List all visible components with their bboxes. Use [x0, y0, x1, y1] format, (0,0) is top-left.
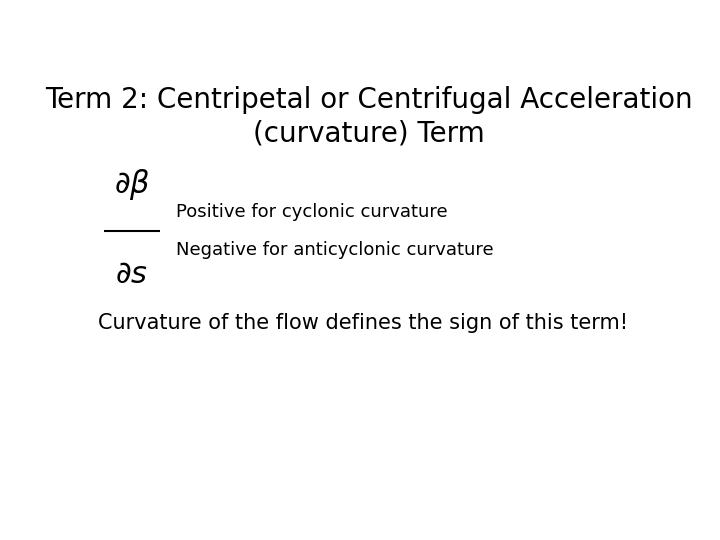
- Text: Negative for anticyclonic curvature: Negative for anticyclonic curvature: [176, 241, 494, 259]
- Text: $\partial\beta$: $\partial\beta$: [114, 167, 150, 202]
- Text: Curvature of the flow defines the sign of this term!: Curvature of the flow defines the sign o…: [99, 313, 629, 333]
- Text: $\partial s$: $\partial s$: [115, 260, 148, 289]
- Text: Term 2: Centripetal or Centrifugal Acceleration
(curvature) Term: Term 2: Centripetal or Centrifugal Accel…: [45, 85, 693, 147]
- Text: Positive for cyclonic curvature: Positive for cyclonic curvature: [176, 204, 448, 221]
